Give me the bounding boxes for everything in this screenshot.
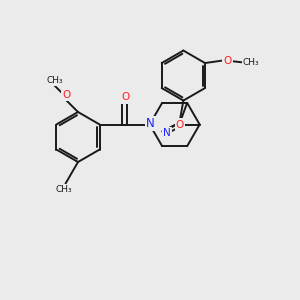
Text: O: O [122, 92, 130, 102]
Text: O: O [224, 56, 232, 65]
Text: CH₃: CH₃ [55, 185, 72, 194]
Text: O: O [176, 119, 184, 130]
Text: N: N [163, 128, 171, 138]
Text: CH₃: CH₃ [243, 58, 259, 67]
Text: N: N [146, 117, 155, 130]
Text: O: O [62, 90, 71, 100]
Text: CH₃: CH₃ [47, 76, 64, 85]
